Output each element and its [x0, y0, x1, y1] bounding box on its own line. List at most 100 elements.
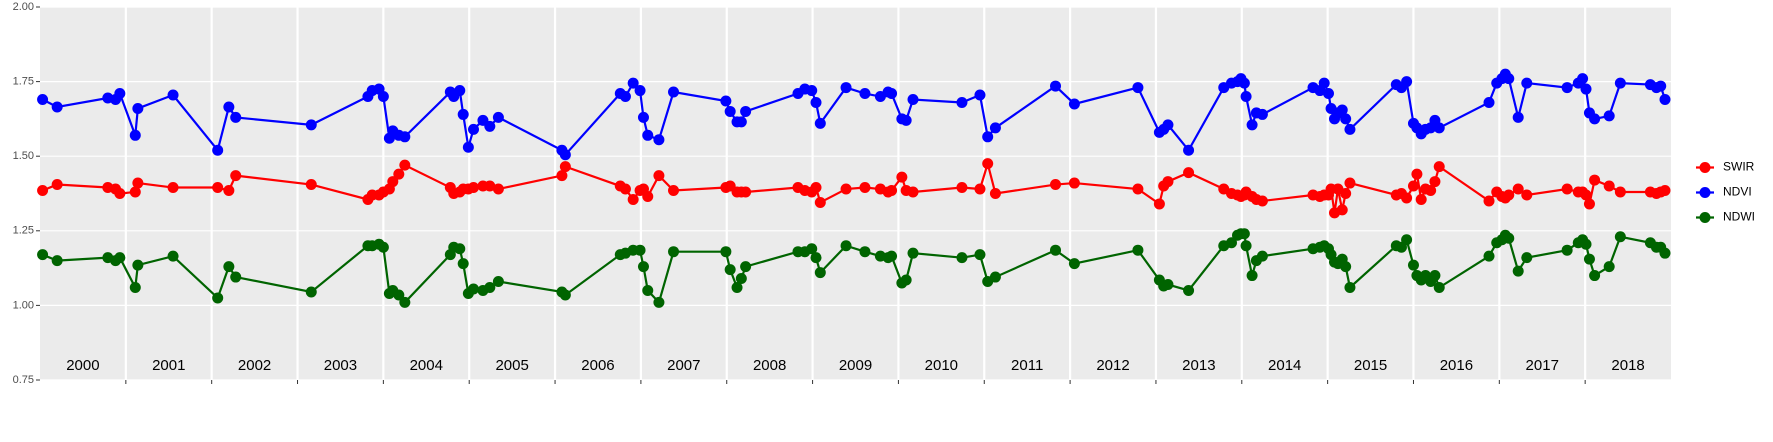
data-point [900, 114, 912, 126]
year-label: 2017 [1526, 357, 1559, 374]
data-point [1614, 77, 1626, 89]
data-point [642, 190, 654, 202]
year-label: 2018 [1611, 357, 1644, 374]
data-point [989, 271, 1001, 283]
year-label: 2005 [495, 357, 528, 374]
data-point [1483, 96, 1495, 108]
data-point [1512, 183, 1524, 195]
data-point [627, 77, 639, 89]
data-point [1589, 174, 1601, 186]
legend-label: SWIR [1723, 160, 1755, 174]
data-point [230, 111, 242, 123]
year-label: 2013 [1182, 357, 1215, 374]
data-point [1503, 189, 1515, 201]
data-point [492, 276, 504, 288]
data-point [51, 179, 63, 191]
data-point [653, 296, 665, 308]
data-point [989, 122, 1001, 134]
year-label: 2007 [667, 357, 700, 374]
y-tick-label: 0.75 [13, 374, 34, 386]
y-tick-label: 1.75 [13, 76, 34, 88]
data-point [814, 267, 826, 279]
data-point [1183, 284, 1195, 296]
data-point [1344, 177, 1356, 189]
data-point [840, 82, 852, 94]
data-point [1503, 73, 1515, 85]
data-point [114, 188, 126, 199]
data-point [1512, 111, 1524, 123]
data-point [740, 105, 752, 117]
data-point [1433, 122, 1445, 134]
data-point [1238, 228, 1250, 240]
data-point [1580, 83, 1592, 95]
data-point [1183, 144, 1195, 156]
data-point [1589, 270, 1601, 282]
year-label: 2000 [66, 357, 99, 374]
data-point [1659, 94, 1671, 106]
data-point [989, 188, 1001, 199]
data-point [1483, 195, 1495, 207]
legend-marker [1699, 212, 1711, 223]
legend-marker [1699, 162, 1711, 173]
data-point [720, 95, 732, 107]
data-point [223, 185, 235, 197]
data-point [974, 89, 986, 101]
data-point [668, 185, 680, 197]
data-point [907, 186, 919, 198]
data-point [1050, 179, 1062, 191]
data-point [1344, 123, 1356, 135]
data-point [1521, 252, 1533, 264]
data-point [51, 255, 63, 267]
data-point [1603, 180, 1615, 192]
data-point [212, 144, 224, 156]
data-point [907, 247, 919, 259]
data-point [634, 85, 646, 97]
data-point [859, 182, 871, 194]
data-point [37, 249, 49, 261]
data-point [1411, 168, 1423, 180]
data-point [627, 193, 639, 205]
data-point [393, 168, 405, 180]
data-point [1256, 108, 1268, 120]
data-point [1503, 232, 1515, 244]
y-tick-label: 1.00 [13, 299, 34, 311]
data-point [454, 85, 466, 97]
data-point [484, 180, 496, 192]
data-point [132, 102, 144, 114]
data-point [637, 261, 649, 273]
data-point [223, 261, 235, 273]
data-point [1336, 204, 1348, 216]
data-point [167, 89, 179, 101]
data-point [1322, 88, 1334, 100]
legend-label: NDWI [1723, 210, 1755, 224]
data-point [1068, 98, 1080, 110]
data-point [393, 289, 405, 301]
data-point [223, 101, 235, 113]
data-point [1603, 110, 1615, 122]
data-point [859, 246, 871, 258]
data-point [1561, 183, 1573, 195]
data-point [1483, 250, 1495, 262]
data-point [1336, 104, 1348, 116]
data-point [810, 252, 822, 264]
data-point [740, 261, 752, 273]
data-point [724, 105, 736, 117]
data-point [1246, 119, 1258, 131]
data-point [637, 111, 649, 123]
data-point [1659, 185, 1671, 197]
y-tick-label: 1.50 [13, 150, 34, 162]
data-point [167, 250, 179, 262]
data-point [653, 170, 665, 182]
data-point [377, 241, 389, 253]
data-point [1407, 180, 1419, 192]
data-point [982, 158, 994, 170]
data-point [886, 185, 898, 197]
data-point [1183, 167, 1195, 179]
data-point [387, 176, 399, 188]
data-point [1050, 80, 1062, 92]
data-point [132, 177, 144, 189]
year-label: 2015 [1354, 357, 1387, 374]
data-point [740, 186, 752, 198]
data-point [468, 123, 480, 135]
